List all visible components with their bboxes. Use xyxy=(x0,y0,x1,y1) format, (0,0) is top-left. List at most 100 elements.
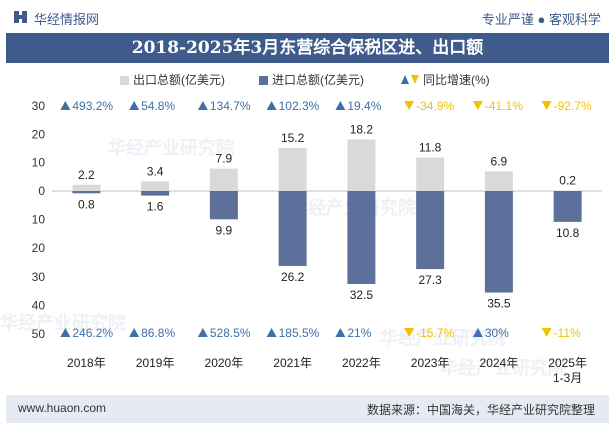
export-bar xyxy=(209,168,238,191)
export-growth-label: -34.9% xyxy=(416,99,454,113)
export-growth-label: -92.7% xyxy=(554,99,592,113)
x-tick-label: 2018年 xyxy=(67,356,106,370)
import-value-label: 10.8 xyxy=(556,226,580,240)
y-tick-label: 10 xyxy=(32,156,46,170)
website-link[interactable]: www.huaon.com xyxy=(18,401,107,415)
export-bar xyxy=(553,190,582,192)
export-value-label: 3.4 xyxy=(147,164,164,178)
data-source: 数据来源：中国海关，华经产业研究院整理 xyxy=(366,403,595,417)
import-value-label: 26.2 xyxy=(281,270,305,284)
export-growth-label: 54.8% xyxy=(141,99,175,113)
x-tick-label: 2023年 xyxy=(411,356,450,370)
export-value-label: 11.8 xyxy=(419,141,442,155)
export-bar xyxy=(416,157,445,191)
y-tick-label: 0 xyxy=(38,184,45,198)
x-tick-label: 2020年 xyxy=(205,356,244,370)
import-growth-label: 30% xyxy=(485,326,509,340)
chart: 华经产业研究院华经产业研究院华经产业研究院华经产业研究院华经产业研究院出口总额(… xyxy=(0,72,602,385)
legend-import-swatch xyxy=(259,76,268,85)
export-growth-label: -41.1% xyxy=(485,99,523,113)
y-tick-label: 30 xyxy=(32,99,46,113)
x-tick-label: 2022年 xyxy=(342,356,381,370)
y-tick-label: 10 xyxy=(32,213,46,227)
export-value-label: 2.2 xyxy=(78,168,95,182)
import-growth-up-icon xyxy=(335,328,346,337)
import-value-label: 32.5 xyxy=(350,288,374,302)
legend-down-triangle-icon xyxy=(411,75,419,84)
export-bar xyxy=(278,147,307,191)
watermark-text: 华经产业研究院 xyxy=(108,137,234,159)
legend-export-swatch xyxy=(120,76,129,85)
import-value-label: 9.9 xyxy=(216,223,233,237)
legend-import-label: 进口总额(亿美元) xyxy=(272,72,364,87)
export-bar xyxy=(141,181,170,191)
export-growth-up-icon xyxy=(60,101,71,110)
import-growth-up-icon xyxy=(472,328,483,337)
export-growth-up-icon xyxy=(266,101,277,110)
footer: www.huaon.com 数据来源：中国海关，华经产业研究院整理 xyxy=(6,395,609,423)
export-growth-up-icon xyxy=(335,101,346,110)
y-tick-label: 50 xyxy=(32,327,46,341)
import-bar xyxy=(141,191,170,196)
tagline: 专业严谨 ● 客观科学 xyxy=(481,12,601,27)
export-growth-up-icon xyxy=(129,101,140,110)
export-growth-label: 134.7% xyxy=(210,99,251,113)
brand-logo-icon xyxy=(14,11,27,23)
chart-title: 2018-2025年3月东营综合保税区进、出口额 xyxy=(131,38,484,58)
import-bar xyxy=(416,191,445,270)
export-growth-up-icon xyxy=(197,101,208,110)
import-value-label: 1.6 xyxy=(147,200,164,214)
x-tick-label: 2021年 xyxy=(273,356,312,370)
import-growth-up-icon xyxy=(129,328,140,337)
import-growth-label: 246.2% xyxy=(72,326,113,340)
export-bar xyxy=(72,184,101,191)
brand-name: 华经情报网 xyxy=(34,12,100,27)
import-growth-up-icon xyxy=(266,328,277,337)
import-growth-down-icon xyxy=(541,328,552,337)
import-value-label: 35.5 xyxy=(487,297,511,311)
import-value-label: 27.3 xyxy=(418,273,442,287)
import-bar xyxy=(553,191,582,222)
x-tick-label: 2025年 xyxy=(548,356,587,370)
export-growth-down-icon xyxy=(472,101,483,110)
export-growth-label: 102.3% xyxy=(279,99,320,113)
import-growth-label: -15.7% xyxy=(416,326,454,340)
import-bar xyxy=(484,191,513,293)
import-bar xyxy=(72,191,101,194)
export-value-label: 7.9 xyxy=(216,152,233,166)
import-growth-label: 528.5% xyxy=(210,326,251,340)
x-tick-label: 2024年 xyxy=(480,356,519,370)
export-value-label: 6.9 xyxy=(491,154,508,168)
export-bar xyxy=(484,171,513,191)
import-bar xyxy=(209,191,238,220)
watermark-text: 华经产业研究院 xyxy=(440,357,566,379)
y-tick-label: 20 xyxy=(32,241,46,255)
top-bar: 华经情报网 专业严谨 ● 客观科学 xyxy=(0,0,615,32)
import-growth-label: 86.8% xyxy=(141,326,175,340)
import-growth-label: -11% xyxy=(554,326,581,340)
import-growth-up-icon xyxy=(197,328,208,337)
legend-export-label: 出口总额(亿美元) xyxy=(133,72,225,87)
import-growth-down-icon xyxy=(404,328,415,337)
y-tick-label: 30 xyxy=(32,270,46,284)
legend-up-triangle-icon xyxy=(401,75,409,84)
export-value-label: 0.2 xyxy=(559,173,576,187)
export-growth-down-icon xyxy=(541,101,552,110)
x-tick-label: 2019年 xyxy=(136,356,175,370)
export-value-label: 15.2 xyxy=(281,131,305,145)
y-tick-label: 20 xyxy=(32,127,46,141)
import-value-label: 0.8 xyxy=(78,197,95,211)
import-growth-up-icon xyxy=(60,328,71,337)
x-tick-label: 1-3月 xyxy=(553,371,582,385)
watermark-text: 华经产业研究院 xyxy=(0,312,126,334)
legend-growth-label: 同比增速(%) xyxy=(423,73,490,87)
import-bar xyxy=(347,191,376,284)
y-tick-label: 40 xyxy=(32,298,46,312)
export-growth-down-icon xyxy=(404,101,415,110)
export-bar xyxy=(347,139,376,191)
title-bar: 2018-2025年3月东营综合保税区进、出口额 xyxy=(6,33,609,63)
import-bar xyxy=(278,191,307,266)
export-value-label: 18.2 xyxy=(350,122,374,136)
export-growth-label: 493.2% xyxy=(72,99,113,113)
import-growth-label: 185.5% xyxy=(279,326,320,340)
